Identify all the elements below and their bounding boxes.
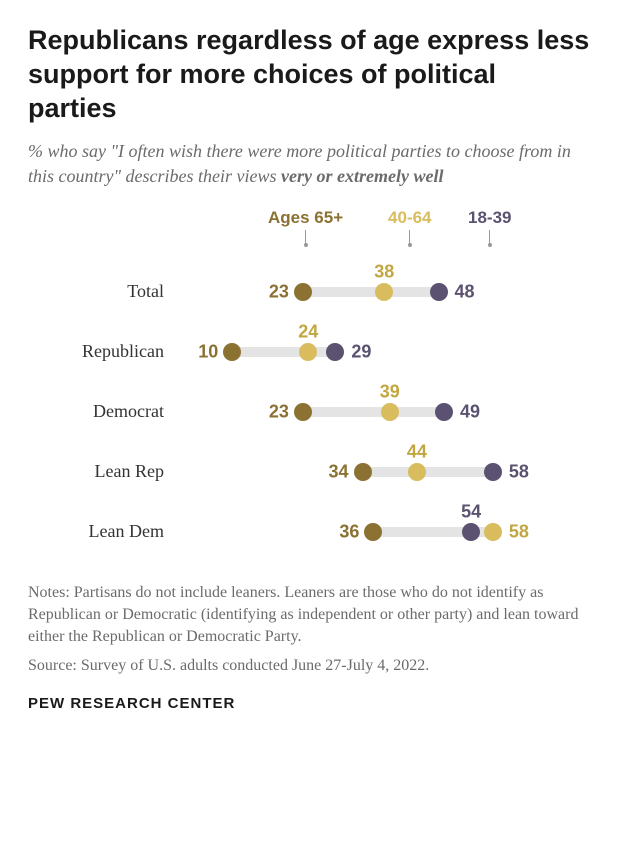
range-bar (303, 287, 439, 297)
chart-row: Total 23 38 48 (28, 262, 592, 322)
data-dot (354, 463, 372, 481)
dot-plot-chart: Total 23 38 48 Republican 10 24 29 Democrat 23 39 4… (28, 262, 592, 562)
legend-item: 18-39 (468, 208, 511, 244)
data-value: 24 (298, 322, 318, 343)
legend-item: 40-64 (388, 208, 431, 244)
legend-label: 18-39 (468, 208, 511, 228)
chart-row: Republican 10 24 29 (28, 322, 592, 382)
data-dot (462, 523, 480, 541)
legend-tick (305, 230, 306, 244)
data-value: 36 (339, 521, 359, 542)
row-track: 36 54 58 (178, 502, 592, 562)
row-label: Lean Rep (28, 461, 178, 482)
chart-subtitle: % who say "I often wish there were more … (28, 139, 592, 189)
row-label: Democrat (28, 401, 178, 422)
chart-row: Lean Rep 34 44 58 (28, 442, 592, 502)
chart-row: Democrat 23 39 49 (28, 382, 592, 442)
data-dot (294, 283, 312, 301)
data-dot (299, 343, 317, 361)
data-dot (408, 463, 426, 481)
subtitle-emphasis: very or extremely well (281, 166, 443, 186)
data-value: 54 (461, 502, 481, 523)
chart-row: Lean Dem 36 54 58 (28, 502, 592, 562)
data-dot (430, 283, 448, 301)
data-dot (381, 403, 399, 421)
legend: Ages 65+ 40-64 18-39 (248, 208, 592, 256)
row-track: 23 38 48 (178, 262, 592, 322)
legend-tick (489, 230, 490, 244)
row-track: 34 44 58 (178, 442, 592, 502)
data-value: 29 (351, 341, 371, 362)
legend-label: Ages 65+ (268, 208, 343, 228)
data-value: 38 (374, 262, 394, 283)
legend-tick (409, 230, 410, 244)
data-value: 49 (460, 401, 480, 422)
data-dot (435, 403, 453, 421)
data-dot (223, 343, 241, 361)
chart-source: Source: Survey of U.S. adults conducted … (28, 655, 592, 677)
range-bar (232, 347, 335, 357)
chart-title: Republicans regardless of age express le… (28, 24, 592, 125)
range-bar (363, 467, 493, 477)
data-value: 48 (455, 281, 475, 302)
legend-item: Ages 65+ (268, 208, 343, 244)
data-value: 23 (269, 281, 289, 302)
data-value: 58 (509, 521, 529, 542)
data-value: 34 (329, 461, 349, 482)
brand-attribution: PEW RESEARCH CENTER (28, 695, 592, 712)
row-label: Total (28, 281, 178, 302)
row-track: 10 24 29 (178, 322, 592, 382)
data-value: 10 (198, 341, 218, 362)
chart-notes: Notes: Partisans do not include leaners.… (28, 582, 592, 649)
row-label: Republican (28, 341, 178, 362)
data-dot (364, 523, 382, 541)
legend-label: 40-64 (388, 208, 431, 228)
range-bar (303, 407, 444, 417)
row-label: Lean Dem (28, 521, 178, 542)
data-value: 58 (509, 461, 529, 482)
data-value: 39 (380, 382, 400, 403)
row-track: 23 39 49 (178, 382, 592, 442)
data-dot (375, 283, 393, 301)
data-value: 44 (407, 442, 427, 463)
data-value: 23 (269, 401, 289, 422)
data-dot (484, 463, 502, 481)
data-dot (484, 523, 502, 541)
data-dot (294, 403, 312, 421)
data-dot (326, 343, 344, 361)
